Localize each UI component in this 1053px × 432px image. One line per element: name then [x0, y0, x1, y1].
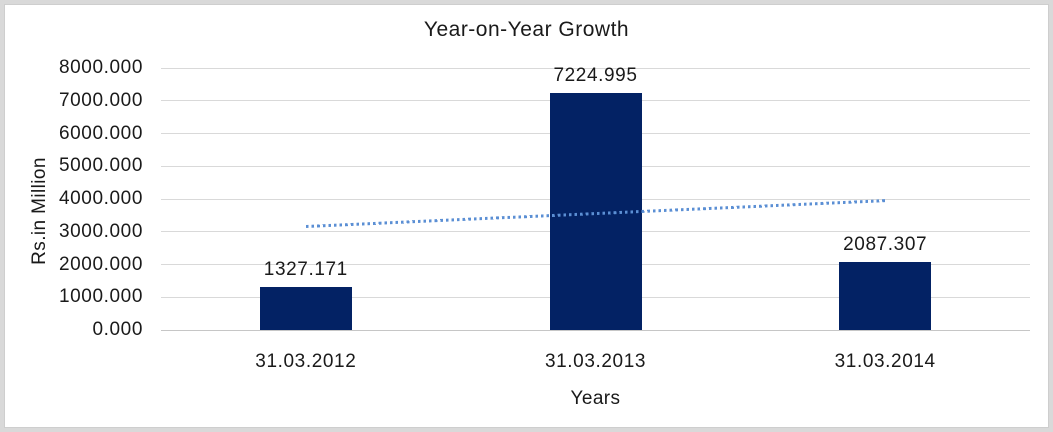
- chart-title: Year-on-Year Growth: [423, 18, 630, 41]
- bar-value-label: 7224.995: [553, 65, 638, 87]
- y-tick-label: 0.000: [92, 319, 143, 340]
- plot-area[interactable]: [161, 67, 1030, 331]
- y-tick-label: 1000.000: [58, 286, 143, 308]
- bar-value-label: 2087.307: [843, 233, 928, 255]
- y-tick-label: 4000.000: [58, 188, 143, 209]
- y-tick-label: 5000.000: [58, 155, 143, 177]
- bar-31-03-2014[interactable]: [839, 261, 932, 330]
- x-tick-label: 31.03.2014: [834, 351, 936, 372]
- x-axis-title: Years: [570, 388, 621, 409]
- x-tick-label: 31.03.2013: [544, 351, 647, 372]
- y-tick-label: 6000.000: [58, 122, 143, 144]
- bar-value-label: 1327.171: [263, 258, 348, 280]
- y-tick-label: 2000.000: [58, 253, 143, 275]
- gridline: [161, 67, 1030, 69]
- zero-gridline: [161, 329, 1030, 331]
- y-tick-label: 7000.000: [58, 89, 143, 111]
- y-tick-label: 8000.000: [58, 57, 143, 78]
- bar-31-03-2012[interactable]: [259, 286, 352, 330]
- x-tick-label: 31.03.2012: [255, 351, 357, 372]
- y-tick-label: 3000.000: [58, 220, 143, 242]
